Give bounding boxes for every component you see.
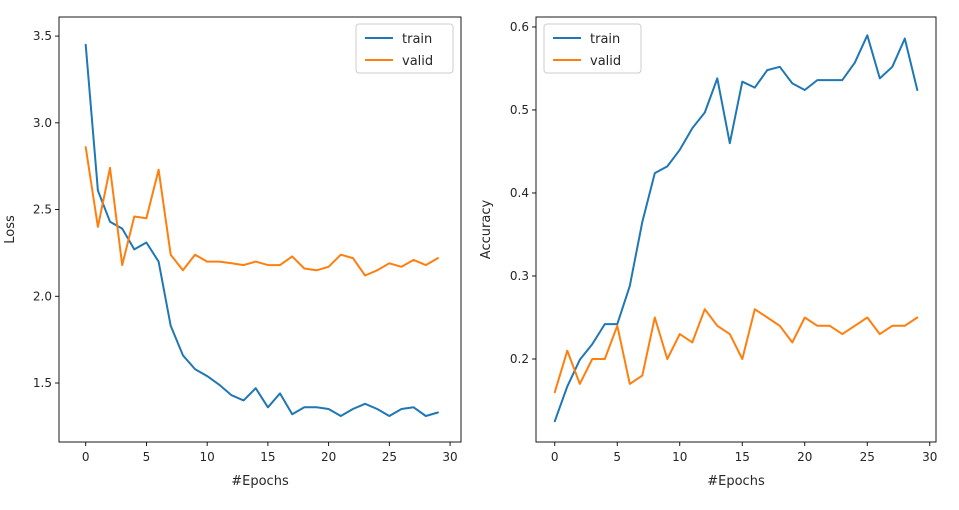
y-tick-label: 0.2 bbox=[510, 352, 529, 366]
x-tick-label: 10 bbox=[672, 450, 687, 464]
x-tick-label: 5 bbox=[143, 450, 151, 464]
series-line-valid bbox=[84, 146, 439, 277]
y-tick-label: 2.0 bbox=[33, 289, 52, 303]
x-tick-label: 5 bbox=[613, 450, 621, 464]
x-tick-label: 25 bbox=[860, 450, 875, 464]
chart-panel-0: 0 5 10 15 20 25 30 1.5 2.0 2.5 3.0 3.5 #Epochs Loss tr… bbox=[3, 16, 462, 489]
legend: train valid bbox=[543, 23, 642, 74]
series-line-valid bbox=[553, 308, 919, 394]
legend-label-train: train bbox=[402, 32, 432, 47]
x-tick-label: 30 bbox=[922, 450, 937, 464]
x-tick-label: 15 bbox=[735, 450, 750, 464]
chart-panel-1: 0 5 10 15 20 25 30 0.2 0.3 0.4 0.5 0.6 #Epochs Accura… bbox=[479, 16, 937, 489]
legend-label-valid: valid bbox=[402, 54, 433, 69]
legend-label-train: train bbox=[590, 32, 620, 47]
x-tick-label: 15 bbox=[260, 450, 275, 464]
series-line-train bbox=[84, 43, 439, 417]
legend-label-valid: valid bbox=[590, 54, 621, 69]
y-tick-label: 3.0 bbox=[33, 116, 52, 130]
x-tick-label: 20 bbox=[321, 450, 336, 464]
x-tick-label: 10 bbox=[200, 450, 215, 464]
x-axis-label: #Epochs bbox=[707, 474, 765, 489]
y-axis-label: Loss bbox=[3, 215, 18, 244]
x-tick-label: 0 bbox=[551, 450, 559, 464]
y-tick-label: 2.5 bbox=[33, 203, 52, 217]
y-tick-label: 3.5 bbox=[33, 29, 52, 43]
series-line-train bbox=[553, 34, 919, 423]
y-tick-label: 0.5 bbox=[510, 103, 529, 117]
x-tick-label: 0 bbox=[82, 450, 90, 464]
y-tick-label: 0.3 bbox=[510, 269, 529, 283]
legend: train valid bbox=[355, 23, 454, 74]
plot-frame bbox=[58, 16, 462, 443]
x-tick-label: 25 bbox=[382, 450, 397, 464]
y-tick-label: 0.6 bbox=[510, 20, 529, 34]
y-tick-label: 0.4 bbox=[510, 186, 529, 200]
y-tick-label: 1.5 bbox=[33, 376, 52, 390]
plot-frame bbox=[535, 16, 937, 443]
x-tick-label: 20 bbox=[797, 450, 812, 464]
x-axis-label: #Epochs bbox=[231, 474, 289, 489]
y-axis-label: Accuracy bbox=[479, 200, 494, 260]
x-tick-label: 30 bbox=[442, 450, 457, 464]
